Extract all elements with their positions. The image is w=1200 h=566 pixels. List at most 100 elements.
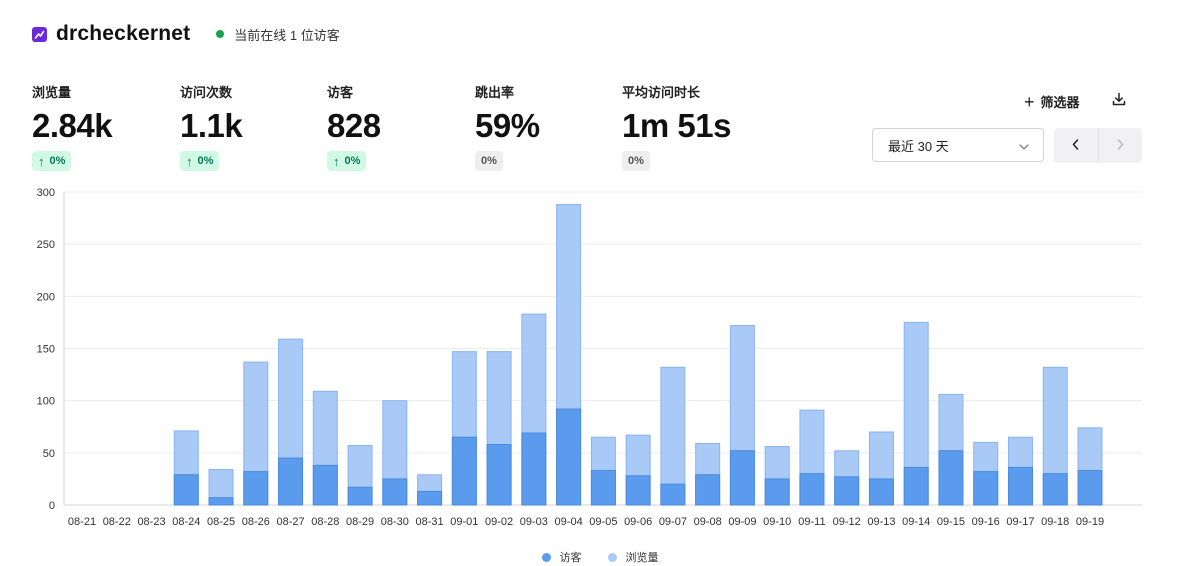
metric-change-badge: 0% bbox=[475, 151, 503, 171]
bar-visitors[interactable] bbox=[347, 486, 373, 506]
metric-change: 0% bbox=[481, 155, 497, 167]
bar-visitors[interactable] bbox=[938, 450, 964, 506]
metric-label: 访客 bbox=[327, 85, 354, 100]
bar-visitors[interactable] bbox=[764, 478, 790, 506]
bar-visitors[interactable] bbox=[521, 432, 547, 506]
y-tick-label: 250 bbox=[37, 239, 55, 251]
y-tick-label: 100 bbox=[37, 396, 55, 408]
site-logo-icon bbox=[32, 26, 47, 42]
metric-change-badge: ↑ 0% bbox=[32, 151, 72, 171]
legend-label: 访客 bbox=[559, 552, 582, 564]
metric-change-badge: ↑ 0% bbox=[327, 151, 367, 171]
bar-visitors[interactable] bbox=[625, 475, 651, 506]
bar-visitors[interactable] bbox=[868, 478, 894, 506]
arrow-up-icon: ↑ bbox=[38, 153, 45, 169]
previous-period-button[interactable] bbox=[1054, 128, 1098, 163]
date-nav-group bbox=[1054, 128, 1142, 163]
bar-visitors[interactable] bbox=[729, 450, 755, 506]
x-tick-label: 09-07 bbox=[659, 516, 687, 528]
metric-visitors[interactable]: 访客 828 ↑ 0% bbox=[327, 82, 381, 171]
metric-change-badge: 0% bbox=[622, 151, 650, 171]
online-indicator[interactable]: 当前在线 1 位访客 bbox=[216, 25, 340, 44]
bar-visitors[interactable] bbox=[556, 408, 582, 506]
chevron-right-icon bbox=[1117, 137, 1124, 155]
x-tick-label: 09-06 bbox=[624, 516, 652, 528]
x-tick-label: 08-25 bbox=[207, 516, 235, 528]
arrow-up-icon: ↑ bbox=[333, 153, 340, 169]
x-tick-label: 08-29 bbox=[346, 516, 374, 528]
bar-visitors[interactable] bbox=[1077, 470, 1103, 506]
x-tick-label: 08-21 bbox=[68, 516, 96, 528]
x-tick-label: 09-19 bbox=[1076, 516, 1104, 528]
bar-visitors[interactable] bbox=[278, 457, 304, 506]
date-range-value: 最近 30 天 bbox=[888, 138, 949, 154]
metric-value: 59% bbox=[475, 107, 540, 144]
metric-label: 跳出率 bbox=[475, 85, 515, 100]
x-tick-label: 08-23 bbox=[137, 516, 165, 528]
x-tick-label: 09-03 bbox=[520, 516, 548, 528]
y-tick-label: 50 bbox=[43, 448, 55, 460]
x-tick-label: 09-02 bbox=[485, 516, 513, 528]
x-tick-label: 09-15 bbox=[937, 516, 965, 528]
x-tick-label: 09-01 bbox=[450, 516, 478, 528]
header: drcheckernet 当前在线 1 位访客 bbox=[32, 22, 340, 46]
x-tick-label: 09-12 bbox=[833, 516, 861, 528]
online-text: 当前在线 1 位访客 bbox=[234, 27, 340, 43]
metric-value: 828 bbox=[327, 107, 381, 144]
metric-change: 0% bbox=[628, 155, 644, 167]
metric-change: 0% bbox=[49, 155, 66, 167]
filter-label: 筛选器 bbox=[1040, 95, 1080, 110]
x-tick-label: 09-16 bbox=[972, 516, 1000, 528]
bar-visitors[interactable] bbox=[903, 466, 929, 506]
y-tick-label: 150 bbox=[37, 344, 55, 356]
metric-avg-duration[interactable]: 平均访问时长 1m 51s 0% bbox=[622, 82, 731, 171]
y-tick-label: 200 bbox=[37, 291, 55, 303]
chart-legend: 访客 浏览量 bbox=[0, 549, 1200, 565]
bar-visitors[interactable] bbox=[173, 474, 199, 506]
bar-visitors[interactable] bbox=[799, 473, 825, 506]
bar-visitors[interactable] bbox=[834, 476, 860, 506]
bar-visitors[interactable] bbox=[208, 497, 234, 506]
metric-visits[interactable]: 访问次数 1.1k ↑ 0% bbox=[180, 82, 243, 171]
x-tick-label: 08-24 bbox=[172, 516, 200, 528]
x-tick-label: 09-11 bbox=[798, 516, 825, 528]
bar-visitors[interactable] bbox=[590, 470, 616, 506]
bar-visitors[interactable] bbox=[486, 443, 512, 506]
x-tick-label: 08-27 bbox=[276, 516, 304, 528]
bar-visitors[interactable] bbox=[1007, 466, 1033, 506]
chevron-left-icon bbox=[1072, 137, 1079, 155]
bar-visitors[interactable] bbox=[451, 436, 477, 506]
x-tick-label: 09-18 bbox=[1041, 516, 1069, 528]
bar-pageviews[interactable] bbox=[660, 366, 686, 506]
metric-pageviews[interactable]: 浏览量 2.84k ↑ 0% bbox=[32, 82, 113, 171]
next-period-button[interactable] bbox=[1099, 128, 1143, 163]
x-tick-label: 08-30 bbox=[381, 516, 409, 528]
bar-visitors[interactable] bbox=[973, 471, 999, 506]
site-name[interactable]: drcheckernet bbox=[56, 22, 191, 45]
metric-label: 浏览量 bbox=[32, 85, 72, 100]
y-tick-label: 300 bbox=[37, 187, 55, 199]
x-tick-label: 08-31 bbox=[416, 516, 444, 528]
legend-dot-icon bbox=[541, 552, 551, 562]
legend-item-pageviews[interactable]: 浏览量 bbox=[607, 549, 659, 565]
arrow-up-icon: ↑ bbox=[186, 153, 193, 169]
date-range-select[interactable]: 最近 30 天 bbox=[872, 128, 1044, 162]
bar-visitors[interactable] bbox=[243, 471, 269, 506]
bar-visitors[interactable] bbox=[1042, 473, 1068, 506]
bar-visitors[interactable] bbox=[695, 474, 721, 506]
bar-visitors[interactable] bbox=[417, 490, 443, 506]
bar-visitors[interactable] bbox=[660, 483, 686, 506]
metric-value: 1m 51s bbox=[622, 107, 731, 144]
bar-visitors[interactable] bbox=[312, 464, 338, 506]
metric-bounce-rate[interactable]: 跳出率 59% 0% bbox=[475, 82, 540, 171]
download-icon[interactable] bbox=[1112, 92, 1128, 108]
x-tick-label: 09-09 bbox=[728, 516, 756, 528]
filter-button[interactable]: + 筛选器 bbox=[1024, 92, 1080, 111]
x-tick-label: 08-22 bbox=[103, 516, 131, 528]
x-tick-label: 08-26 bbox=[242, 516, 270, 528]
bar-visitors[interactable] bbox=[382, 478, 408, 506]
metric-value: 2.84k bbox=[32, 107, 113, 144]
legend-item-visitors[interactable]: 访客 bbox=[541, 549, 582, 565]
metric-change: 0% bbox=[344, 155, 361, 167]
y-tick-label: 0 bbox=[49, 500, 55, 512]
